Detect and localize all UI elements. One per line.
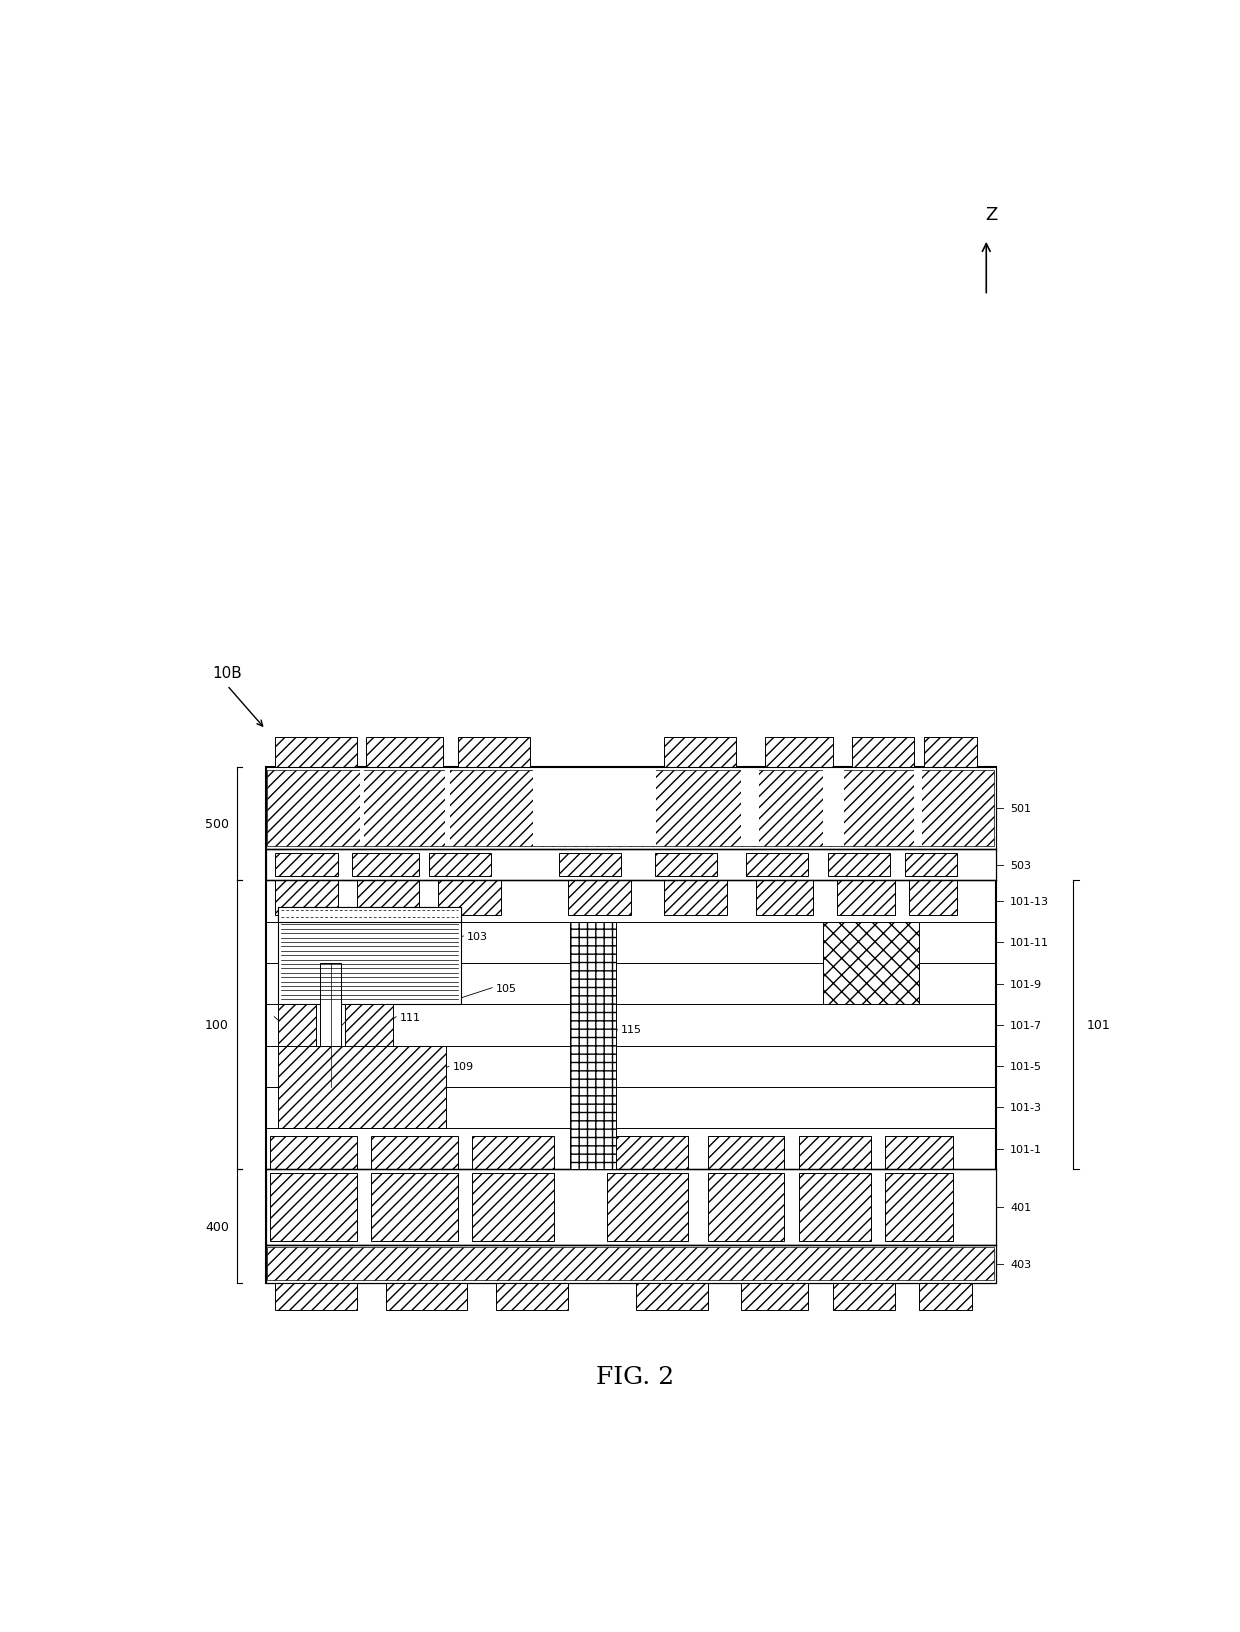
Bar xyxy=(746,854,808,876)
Text: 501: 501 xyxy=(1011,803,1032,813)
Text: 105: 105 xyxy=(496,982,517,992)
Text: FIG. 2: FIG. 2 xyxy=(596,1366,675,1389)
Bar xyxy=(367,738,444,767)
Bar xyxy=(665,881,727,916)
Bar xyxy=(357,881,419,916)
Bar xyxy=(755,881,813,916)
Text: 101-9: 101-9 xyxy=(1011,979,1043,989)
Bar xyxy=(823,770,844,847)
Bar xyxy=(914,770,921,847)
Bar xyxy=(832,1283,895,1310)
Text: 101-3: 101-3 xyxy=(1011,1103,1043,1113)
Text: 101: 101 xyxy=(1087,1018,1111,1031)
Bar xyxy=(386,1283,467,1310)
Bar xyxy=(265,1170,996,1245)
Text: Z: Z xyxy=(985,206,997,224)
Bar xyxy=(371,1138,458,1170)
Bar xyxy=(606,1173,688,1242)
Bar xyxy=(265,1170,996,1245)
Bar xyxy=(278,1046,446,1128)
Bar xyxy=(655,854,717,876)
Bar xyxy=(828,854,890,876)
Bar xyxy=(558,854,621,876)
Text: 401: 401 xyxy=(1011,1203,1032,1213)
Text: 101-7: 101-7 xyxy=(1011,1020,1043,1030)
Bar xyxy=(568,881,631,916)
Bar xyxy=(268,1247,994,1281)
Bar xyxy=(665,738,737,767)
Bar xyxy=(265,849,996,881)
Bar xyxy=(708,1173,785,1242)
Bar xyxy=(885,1138,952,1170)
Text: 500: 500 xyxy=(205,818,229,831)
Bar xyxy=(606,1138,688,1170)
Bar xyxy=(275,1283,357,1310)
Text: 101-11: 101-11 xyxy=(1011,938,1049,948)
Bar xyxy=(278,907,460,1005)
Text: 101-13: 101-13 xyxy=(1011,896,1049,906)
Bar xyxy=(278,1005,316,1087)
Bar xyxy=(345,1005,393,1087)
Bar xyxy=(799,1138,870,1170)
Bar xyxy=(472,1173,554,1242)
Bar xyxy=(265,767,996,849)
Text: 400: 400 xyxy=(205,1219,229,1232)
Bar xyxy=(570,922,616,1170)
Bar xyxy=(265,1245,996,1283)
Bar xyxy=(270,1173,357,1242)
Bar xyxy=(265,767,996,1283)
Text: 113: 113 xyxy=(278,1012,299,1022)
Bar xyxy=(823,922,919,1005)
Bar xyxy=(371,1173,458,1242)
Text: 115: 115 xyxy=(621,1025,642,1035)
Bar xyxy=(439,881,501,916)
Bar xyxy=(765,738,832,767)
Bar xyxy=(278,907,460,922)
Bar xyxy=(265,767,996,849)
Bar xyxy=(924,738,977,767)
Bar xyxy=(320,963,341,1087)
Bar xyxy=(742,1283,808,1310)
Bar xyxy=(445,770,450,847)
Bar xyxy=(533,770,656,847)
Text: 103: 103 xyxy=(467,932,489,942)
Bar xyxy=(268,770,994,847)
Text: 111: 111 xyxy=(401,1012,422,1022)
Bar xyxy=(275,854,337,876)
Bar xyxy=(799,1173,870,1242)
Bar xyxy=(852,738,914,767)
Bar xyxy=(265,849,996,881)
Bar xyxy=(352,854,419,876)
Bar xyxy=(429,854,491,876)
Text: 701: 701 xyxy=(857,938,878,948)
Bar xyxy=(905,854,957,876)
Bar xyxy=(909,881,957,916)
Bar xyxy=(265,1245,996,1283)
Bar xyxy=(708,1138,785,1170)
Bar xyxy=(472,1138,554,1170)
Bar xyxy=(360,770,365,847)
Bar xyxy=(742,770,759,847)
Text: 109: 109 xyxy=(453,1061,474,1072)
Bar xyxy=(885,1173,952,1242)
Bar xyxy=(270,1138,357,1170)
Bar xyxy=(635,1283,708,1310)
Text: 403: 403 xyxy=(1011,1258,1032,1270)
Text: 107: 107 xyxy=(353,1012,374,1022)
Bar xyxy=(496,1283,568,1310)
Text: 101-5: 101-5 xyxy=(1011,1061,1043,1072)
Bar xyxy=(275,738,357,767)
Bar xyxy=(458,738,529,767)
Text: 503: 503 xyxy=(1011,860,1032,870)
Bar xyxy=(275,881,337,916)
Text: 101-1: 101-1 xyxy=(1011,1144,1043,1154)
Text: 10B: 10B xyxy=(213,666,242,681)
Text: 100: 100 xyxy=(205,1018,229,1031)
Bar xyxy=(919,1283,972,1310)
Bar xyxy=(837,881,895,916)
